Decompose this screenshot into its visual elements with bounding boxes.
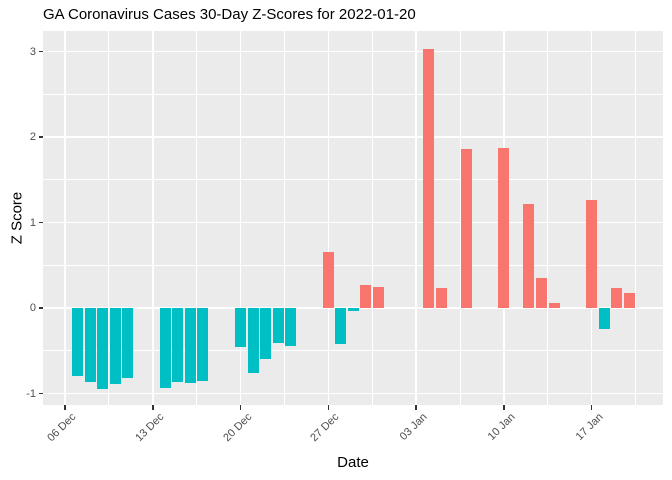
x-tick [64,405,66,410]
minor-gridline-x [547,31,549,405]
bar-2021-12-27 [322,252,334,308]
y-tick [38,221,43,224]
x-tick-label: 17 Jan [573,411,606,443]
bar-2022-01-04 [423,48,435,308]
minor-gridline-y [43,179,663,181]
y-tick-label: 1 [29,216,36,229]
major-gridline-y [43,50,663,53]
bar-2021-12-17 [197,308,209,381]
major-gridline-x [64,31,66,405]
bar-2021-12-15 [172,308,184,382]
bar-2021-12-09 [97,308,109,390]
bar-2021-12-11 [122,308,134,379]
minor-gridline-y [43,264,663,266]
minor-gridline-x [196,31,198,405]
bar-2022-01-07 [460,148,472,308]
x-tick [415,405,417,410]
major-gridline-y [43,221,663,224]
bar-2022-01-05 [435,288,447,308]
plot-panel [43,31,663,405]
bar-2022-01-10 [498,148,510,308]
x-tick-label: 13 Dec [133,411,167,445]
bar-2022-01-19 [611,288,623,308]
x-tick-label: 27 Dec [308,411,342,445]
x-tick [590,405,593,410]
minor-gridline-x [371,31,373,405]
bar-2021-12-14 [159,308,171,389]
x-tick [503,405,505,410]
bar-2021-12-31 [373,286,384,308]
bar-2022-01-20 [623,292,635,308]
bar-2021-12-07 [72,308,84,377]
y-tick-label: 2 [29,131,36,143]
minor-gridline-x [459,31,461,405]
bar-2022-01-14 [548,302,560,308]
major-gridline-x [415,31,417,405]
major-gridline-y [43,392,663,395]
bar-2022-01-12 [523,203,535,308]
minor-gridline-y [43,350,663,352]
bar-2021-12-16 [184,308,196,384]
minor-gridline-x [108,31,110,405]
bar-2021-12-20 [235,308,247,348]
major-gridline-x [239,31,242,405]
y-tick-label: 3 [29,45,36,58]
x-tick [152,405,154,410]
chart-title: GA Coronavirus Cases 30-Day Z-Scores for… [43,6,416,23]
major-gridline-x [152,31,154,405]
y-axis-title: Z Score [8,191,26,245]
x-tick-label: 10 Jan [485,411,518,443]
bar-2021-12-28 [335,308,347,344]
bar-2021-12-24 [285,308,297,346]
bar-2021-12-29 [347,308,359,311]
bar-2021-12-23 [272,308,284,344]
y-tick-label: -1 [26,387,36,400]
y-tick [38,307,43,309]
x-tick-label: 03 Jan [397,411,430,443]
bar-2021-12-10 [109,308,121,385]
bar-2021-12-21 [247,308,259,373]
major-gridline-x [327,31,330,405]
x-tick-label: 20 Dec [220,411,255,445]
bar-2022-01-18 [598,308,610,330]
major-gridline-y [43,136,663,138]
bar-2022-01-17 [586,200,598,308]
y-tick [38,392,43,395]
y-tick-label: 0 [29,302,36,314]
bar-2021-12-22 [260,308,272,360]
bar-2021-12-08 [84,308,96,383]
y-tick [38,50,43,53]
x-tick [239,405,242,410]
minor-gridline-y [43,93,663,95]
minor-gridline-x [284,31,285,405]
y-tick [38,136,43,138]
x-tick-label: 06 Dec [45,411,79,445]
x-axis-title: Date [337,454,369,471]
x-tick [327,405,330,410]
bar-2022-01-13 [536,278,548,308]
bar-2021-12-30 [360,284,372,308]
minor-gridline-x [635,31,636,405]
